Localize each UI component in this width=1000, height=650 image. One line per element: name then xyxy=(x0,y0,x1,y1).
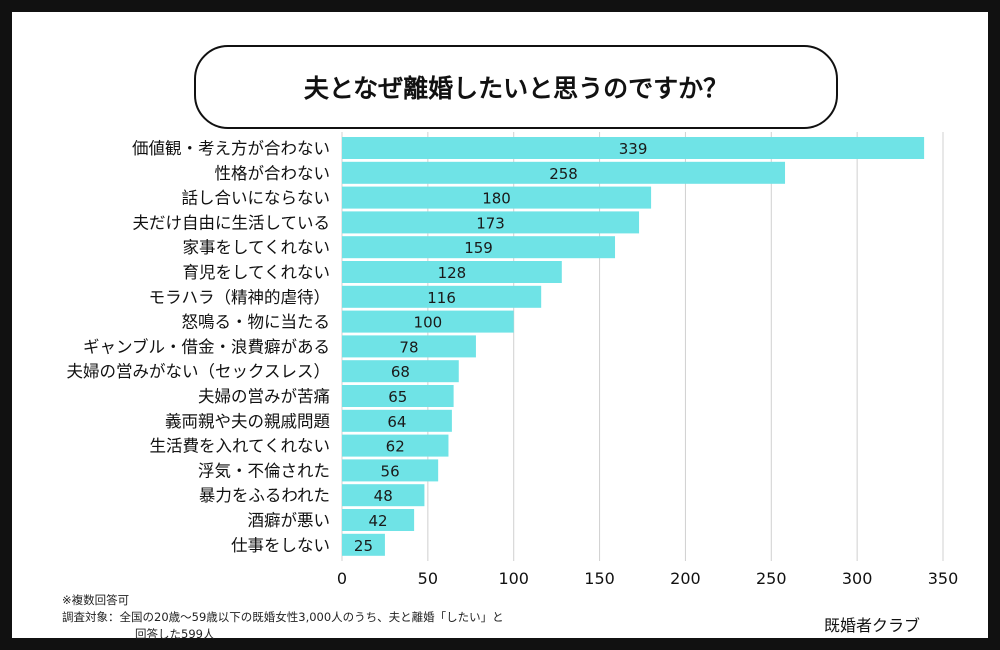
category-label: 酒癖が悪い xyxy=(248,511,331,530)
bar-value-label: 42 xyxy=(369,512,388,530)
note-line-1: ※複数回答可 xyxy=(62,593,130,607)
bar xyxy=(342,459,439,482)
x-tick-label: 100 xyxy=(498,569,529,588)
category-label: 暴力をふるわれた xyxy=(199,486,330,505)
bar-value-label: 64 xyxy=(387,413,406,431)
bar xyxy=(342,335,476,358)
bar xyxy=(342,385,454,407)
bar xyxy=(342,409,452,432)
bar-value-label: 56 xyxy=(381,462,400,480)
bar xyxy=(342,285,542,308)
x-tick-label: 50 xyxy=(418,569,438,588)
bar-value-label: 48 xyxy=(374,487,393,505)
bar xyxy=(342,484,425,507)
bar-value-label: 258 xyxy=(549,165,578,183)
bar-chart: 339 価値観・考え方が合わない 258 性格が合わない 180 話し合いにならない 173… xyxy=(66,132,959,588)
note-line-3: 回答した599人 xyxy=(135,627,215,641)
bar-value-label: 159 xyxy=(464,239,493,257)
bar-value-label: 180 xyxy=(482,190,511,208)
bar-value-label: 116 xyxy=(427,289,456,307)
bar-value-label: 68 xyxy=(391,363,410,381)
x-tick-label: 250 xyxy=(756,569,787,588)
bar xyxy=(342,261,562,283)
bar xyxy=(342,533,385,556)
x-tick-label: 300 xyxy=(842,569,873,588)
category-label: 怒鳴る・物に当たる xyxy=(182,313,331,332)
category-label: 家事をしてくれない xyxy=(182,238,330,257)
bar xyxy=(342,161,786,184)
category-label: 育児をしてくれない xyxy=(182,263,330,282)
bar-value-label: 100 xyxy=(414,314,443,332)
source-credit: 既婚者クラブ xyxy=(824,616,921,635)
x-tick-label: 200 xyxy=(670,569,701,588)
bar xyxy=(342,211,640,234)
category-label: 夫婦の営みが苦痛 xyxy=(198,387,330,406)
bar xyxy=(342,310,514,333)
bar-value-label: 25 xyxy=(354,537,373,555)
bar xyxy=(342,509,415,531)
category-label: 話し合いにならない xyxy=(182,189,331,208)
note-line-2: 調査対象：全国の20歳〜59歳以下の既婚女性3,000人のうち、夫と離婚「したい… xyxy=(62,610,504,624)
bar-value-label: 173 xyxy=(476,214,505,232)
survey-note: ※複数回答可 調査対象：全国の20歳〜59歳以下の既婚女性3,000人のうち、夫… xyxy=(62,592,504,643)
bar-value-label: 78 xyxy=(399,338,418,356)
category-label: 夫だけ自由に生活している xyxy=(132,213,330,232)
category-label: 夫婦の営みがない（セックスレス） xyxy=(66,362,330,381)
x-tick-label: 350 xyxy=(928,569,959,588)
category-label: 浮気・不倫された xyxy=(198,461,330,480)
chart-card: 夫となぜ離婚したいと思うのですか？ 339 価値観・考え方が合わない 258 性格が合… xyxy=(12,12,988,641)
category-label: 仕事をしない xyxy=(231,536,330,555)
bar xyxy=(342,360,459,383)
bar xyxy=(342,186,652,209)
bar-value-label: 62 xyxy=(386,438,405,456)
chart-title: 夫となぜ離婚したいと思うのですか？ xyxy=(194,45,838,129)
bar xyxy=(342,434,449,457)
x-tick-label: 0 xyxy=(337,569,347,588)
category-label: モラハラ（精神的虐待） xyxy=(149,288,330,307)
bar-value-label: 128 xyxy=(438,264,467,282)
bar xyxy=(342,137,925,159)
bar xyxy=(342,236,616,259)
x-tick-label: 150 xyxy=(584,569,615,588)
category-label: 義両親や夫の親戚問題 xyxy=(165,412,330,431)
category-label: 性格が合わない xyxy=(215,164,331,183)
category-label: ギャンブル・借金・浪費癖がある xyxy=(83,336,330,356)
category-label: 価値観・考え方が合わない xyxy=(132,139,330,158)
category-label: 生活費を入れてくれない xyxy=(149,437,330,456)
bar-value-label: 339 xyxy=(619,140,648,158)
bar-value-label: 65 xyxy=(388,388,407,406)
